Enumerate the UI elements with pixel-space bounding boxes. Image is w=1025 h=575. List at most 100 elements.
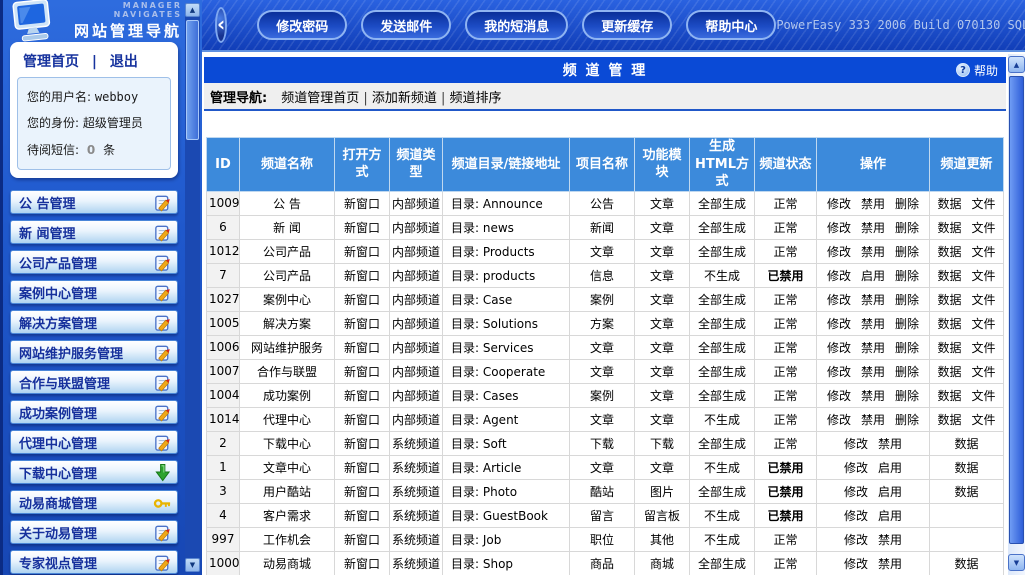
scroll-up-arrow-icon[interactable]: ▲: [1008, 56, 1025, 73]
action-link[interactable]: 数据: [937, 388, 962, 403]
topbar-button[interactable]: 我的短消息: [465, 10, 569, 40]
sidebar-scrollbar[interactable]: ▲ ▼: [185, 3, 200, 572]
sidebar-menu-item[interactable]: 新 闻管理: [10, 220, 178, 245]
action-link[interactable]: 删除: [895, 244, 920, 259]
action-link[interactable]: 数据: [937, 244, 962, 259]
action-link[interactable]: 禁用: [860, 244, 885, 259]
action-link[interactable]: 禁用: [860, 388, 885, 403]
action-link[interactable]: 启用: [878, 508, 903, 523]
action-link[interactable]: 数据: [937, 340, 962, 355]
sidebar-menu-item[interactable]: 案例中心管理: [10, 280, 178, 305]
sidebar-menu-item[interactable]: 解决方案管理: [10, 310, 178, 335]
sidebar-menu-item[interactable]: 专家视点管理: [10, 550, 178, 575]
action-link[interactable]: 数据: [937, 412, 962, 427]
action-link[interactable]: 删除: [895, 388, 920, 403]
action-link[interactable]: 修改: [826, 316, 851, 331]
topbar-button[interactable]: 修改密码: [257, 10, 348, 40]
action-link[interactable]: 禁用: [860, 364, 885, 379]
topbar-button[interactable]: 更新缓存: [582, 10, 673, 40]
scroll-down-arrow-icon[interactable]: ▼: [185, 558, 200, 572]
action-link[interactable]: 数据: [937, 268, 962, 283]
action-link[interactable]: 删除: [895, 412, 920, 427]
action-link[interactable]: 数据: [954, 436, 979, 451]
action-link[interactable]: 删除: [895, 268, 920, 283]
sidebar-menu-item[interactable]: 成功案例管理: [10, 400, 178, 425]
action-link[interactable]: 启用: [860, 268, 885, 283]
scroll-up-arrow-icon[interactable]: ▲: [185, 3, 200, 17]
action-link[interactable]: 数据: [954, 460, 979, 475]
nav-link[interactable]: 频道排序: [441, 91, 502, 106]
action-link[interactable]: 删除: [895, 220, 920, 235]
action-link[interactable]: 修改: [826, 388, 851, 403]
action-link[interactable]: 文件: [971, 268, 996, 283]
action-link[interactable]: 修改: [826, 268, 851, 283]
action-link[interactable]: 文件: [971, 196, 996, 211]
action-link[interactable]: 数据: [937, 364, 962, 379]
logout-link[interactable]: 退出: [109, 54, 138, 70]
back-button[interactable]: ‹: [215, 7, 228, 43]
action-link[interactable]: 修改: [843, 508, 868, 523]
action-link[interactable]: 禁用: [860, 196, 885, 211]
sidebar-menu-item[interactable]: 动易商城管理: [10, 490, 178, 515]
action-link[interactable]: 数据: [937, 220, 962, 235]
action-link[interactable]: 数据: [937, 196, 962, 211]
action-link[interactable]: 修改: [843, 484, 868, 499]
action-link[interactable]: 启用: [878, 484, 903, 499]
action-link[interactable]: 修改: [826, 364, 851, 379]
action-link[interactable]: 禁用: [860, 292, 885, 307]
sidebar-menu-item[interactable]: 代理中心管理: [10, 430, 178, 455]
sidebar-menu-item[interactable]: 网站维护服务管理: [10, 340, 178, 365]
action-link[interactable]: 修改: [843, 556, 868, 571]
content-scrollbar-thumb[interactable]: [1009, 76, 1024, 544]
action-link[interactable]: 文件: [971, 316, 996, 331]
action-link[interactable]: 文件: [971, 412, 996, 427]
action-link[interactable]: 修改: [826, 340, 851, 355]
action-link[interactable]: 禁用: [860, 316, 885, 331]
action-link[interactable]: 文件: [971, 388, 996, 403]
action-link[interactable]: 删除: [895, 292, 920, 307]
topbar-button[interactable]: 发送邮件: [361, 10, 452, 40]
action-link[interactable]: 数据: [954, 484, 979, 499]
action-link[interactable]: 文件: [971, 292, 996, 307]
action-link[interactable]: 修改: [826, 292, 851, 307]
action-link[interactable]: 修改: [826, 244, 851, 259]
sidebar-menu-item[interactable]: 公司产品管理: [10, 250, 178, 275]
help-link[interactable]: ? 帮助: [955, 57, 998, 83]
action-link[interactable]: 禁用: [860, 220, 885, 235]
action-link[interactable]: 禁用: [860, 412, 885, 427]
sidebar-menu-item[interactable]: 下载中心管理: [10, 460, 178, 485]
admin-home-link[interactable]: 管理首页: [23, 54, 79, 70]
action-link[interactable]: 文件: [971, 244, 996, 259]
action-link[interactable]: 修改: [826, 220, 851, 235]
action-link[interactable]: 删除: [895, 316, 920, 331]
action-link[interactable]: 禁用: [878, 556, 903, 571]
sidebar-menu-item[interactable]: 合作与联盟管理: [10, 370, 178, 395]
action-link[interactable]: 数据: [937, 316, 962, 331]
action-link[interactable]: 数据: [937, 292, 962, 307]
action-link[interactable]: 修改: [843, 532, 868, 547]
action-link[interactable]: 禁用: [878, 532, 903, 547]
action-link[interactable]: 文件: [971, 364, 996, 379]
nav-link[interactable]: 添加新频道: [363, 91, 437, 106]
nav-link[interactable]: 频道管理首页: [281, 90, 360, 106]
content-scrollbar[interactable]: ▲ ▼: [1008, 54, 1025, 575]
action-link[interactable]: 修改: [843, 436, 868, 451]
action-link[interactable]: 禁用: [878, 436, 903, 451]
action-link[interactable]: 数据: [954, 556, 979, 571]
topbar-button[interactable]: 帮助中心: [686, 10, 777, 40]
action-link[interactable]: 删除: [895, 364, 920, 379]
sidebar-scrollbar-thumb[interactable]: [186, 20, 199, 140]
scroll-down-arrow-icon[interactable]: ▼: [1008, 554, 1025, 571]
action-link[interactable]: 文件: [971, 340, 996, 355]
action-link[interactable]: 禁用: [860, 340, 885, 355]
action-link[interactable]: 启用: [878, 460, 903, 475]
cell-directory: 目录: Services: [442, 334, 570, 360]
action-link[interactable]: 修改: [826, 412, 851, 427]
action-link[interactable]: 修改: [843, 460, 868, 475]
sidebar-menu-item[interactable]: 关于动易管理: [10, 520, 178, 545]
action-link[interactable]: 删除: [895, 196, 920, 211]
action-link[interactable]: 修改: [826, 196, 851, 211]
action-link[interactable]: 删除: [895, 340, 920, 355]
action-link[interactable]: 文件: [971, 220, 996, 235]
sidebar-menu-item[interactable]: 公 告管理: [10, 190, 178, 215]
